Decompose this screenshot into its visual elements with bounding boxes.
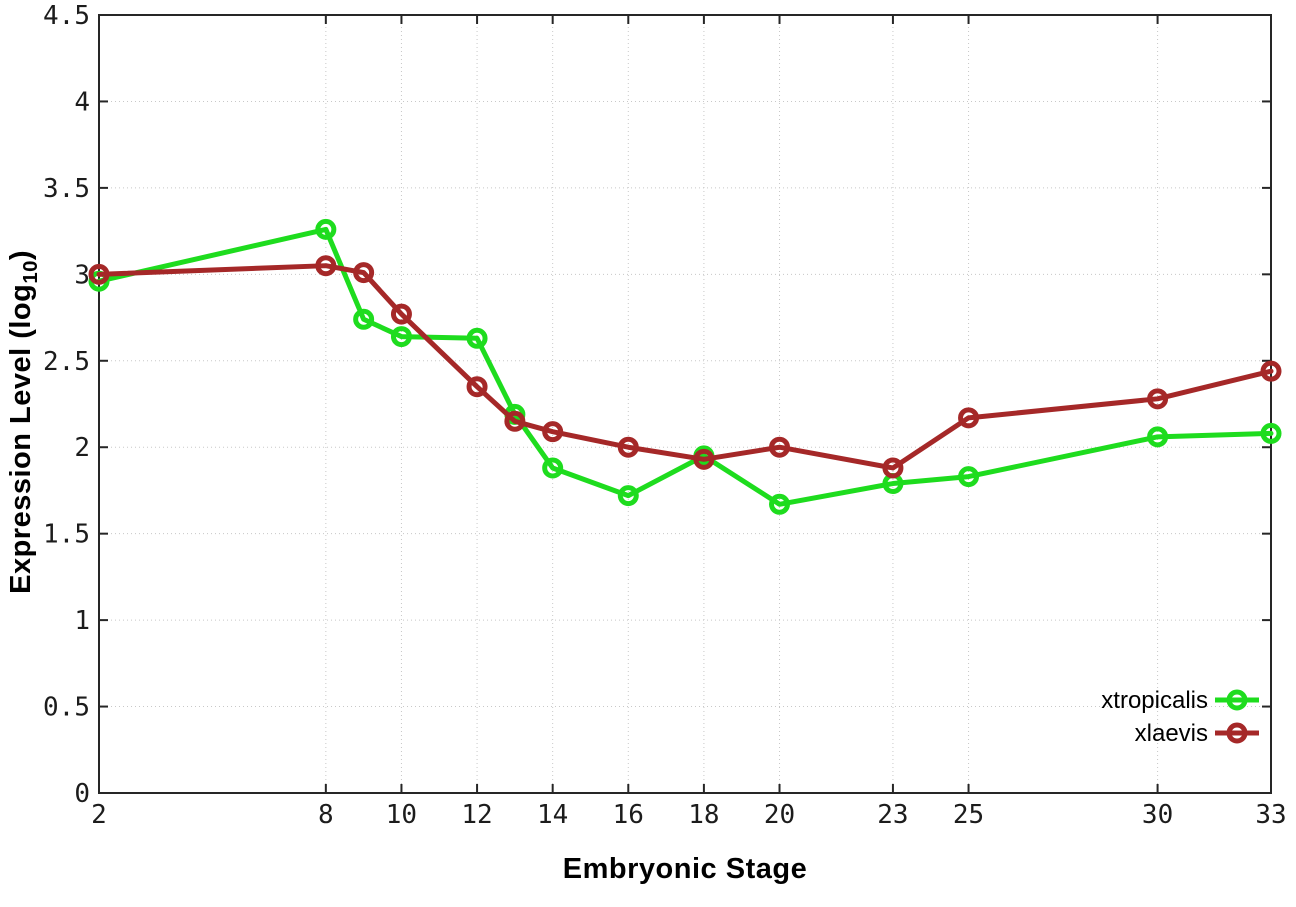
y-tick-label: 0 [74,779,90,809]
x-tick-label: 18 [688,800,719,830]
y-tick-label: 0.5 [43,693,90,723]
data-point-xtropicalis [769,493,791,515]
data-point-xlaevis [353,262,375,284]
y-tick-label: 2 [74,433,90,463]
legend-label-xtropicalis: xtropicalis [1101,687,1208,714]
data-point-xlaevis [769,436,791,458]
data-point-xtropicalis [1260,422,1282,444]
data-point-xlaevis [882,457,904,479]
x-tick-label: 14 [537,800,568,830]
x-tick-label: 2 [91,800,107,830]
data-point-xlaevis [542,421,564,443]
data-point-xlaevis [315,255,337,277]
y-tick-label: 1 [74,606,90,636]
data-point-xlaevis [958,407,980,429]
y-tick-label: 3.5 [43,174,90,204]
x-tick-label: 8 [318,800,334,830]
x-tick-label: 20 [764,800,795,830]
y-tick-label: 4 [74,87,90,117]
plot-border-box [98,14,1272,794]
data-point-xtropicalis [315,218,337,240]
data-point-xlaevis [504,410,526,432]
x-tick-label: 10 [386,800,417,830]
legend-label-xlaevis: xlaevis [1135,720,1208,747]
gridlines [99,15,1271,793]
data-point-xlaevis [466,376,488,398]
data-point-xtropicalis [466,327,488,349]
y-tick-label: 4.5 [43,1,90,31]
data-point-xlaevis [390,303,412,325]
plot-border [98,14,1272,794]
data-point-xlaevis [1260,360,1282,382]
y-tick-label: 1.5 [43,520,90,550]
x-tick-label: 16 [613,800,644,830]
data-point-xlaevis [693,448,715,470]
legend-marker-xtropicalis [1226,689,1248,711]
series-xlaevis-line [96,263,1274,471]
legend: xtropicalis xlaevis [1101,687,1259,747]
y-tick-label: 2.5 [43,347,90,377]
series-xtropicalis-line [96,226,1274,507]
data-point-xlaevis [88,263,110,285]
data-point-xlaevis [1147,388,1169,410]
x-tick-label: 33 [1255,800,1286,830]
data-point-xlaevis [617,436,639,458]
data-point-xtropicalis [353,308,375,330]
data-point-xtropicalis [1147,426,1169,448]
x-axis-title: Embryonic Stage [562,853,808,885]
y-tick-label: 3 [74,260,90,290]
x-tick-label: 30 [1142,800,1173,830]
tick-labels: 2 8 10 12 14 16 18 20 23 25 30 33 0 0.5 1 1.5 2 2.5 3 3.5 4 4… [43,1,1287,830]
x-tick-label: 25 [953,800,984,830]
data-point-xtropicalis [617,485,639,507]
x-tick-label: 23 [877,800,908,830]
data-series [88,218,1282,515]
data-point-xtropicalis [542,457,564,479]
data-point-xtropicalis [390,326,412,348]
x-tick-label: 12 [461,800,492,830]
legend-marker-xlaevis [1226,722,1248,744]
data-point-xtropicalis [958,466,980,488]
